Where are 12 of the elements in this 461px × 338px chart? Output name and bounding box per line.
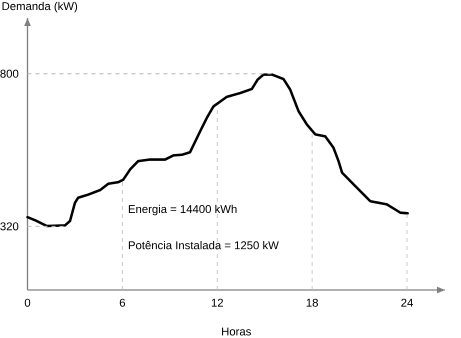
y-tick-label: 320 — [0, 222, 18, 230]
x-tick-label: 6 — [120, 298, 126, 307]
annotation: Potência Instalada = 1250 kW — [128, 240, 279, 250]
y-axis-title: Demanda (kW) — [2, 2, 78, 12]
y-tick-label: 800 — [0, 70, 18, 78]
x-tick-label: 0 — [24, 298, 30, 307]
line-series — [26, 73, 409, 228]
x-axis-title: Horas — [222, 328, 251, 336]
x-tick-label: 18 — [306, 298, 318, 307]
annotation: Energia = 14400 kWh — [128, 204, 237, 216]
x-tick-label: 24 — [401, 298, 414, 307]
x-tick-label: 12 — [212, 298, 223, 307]
